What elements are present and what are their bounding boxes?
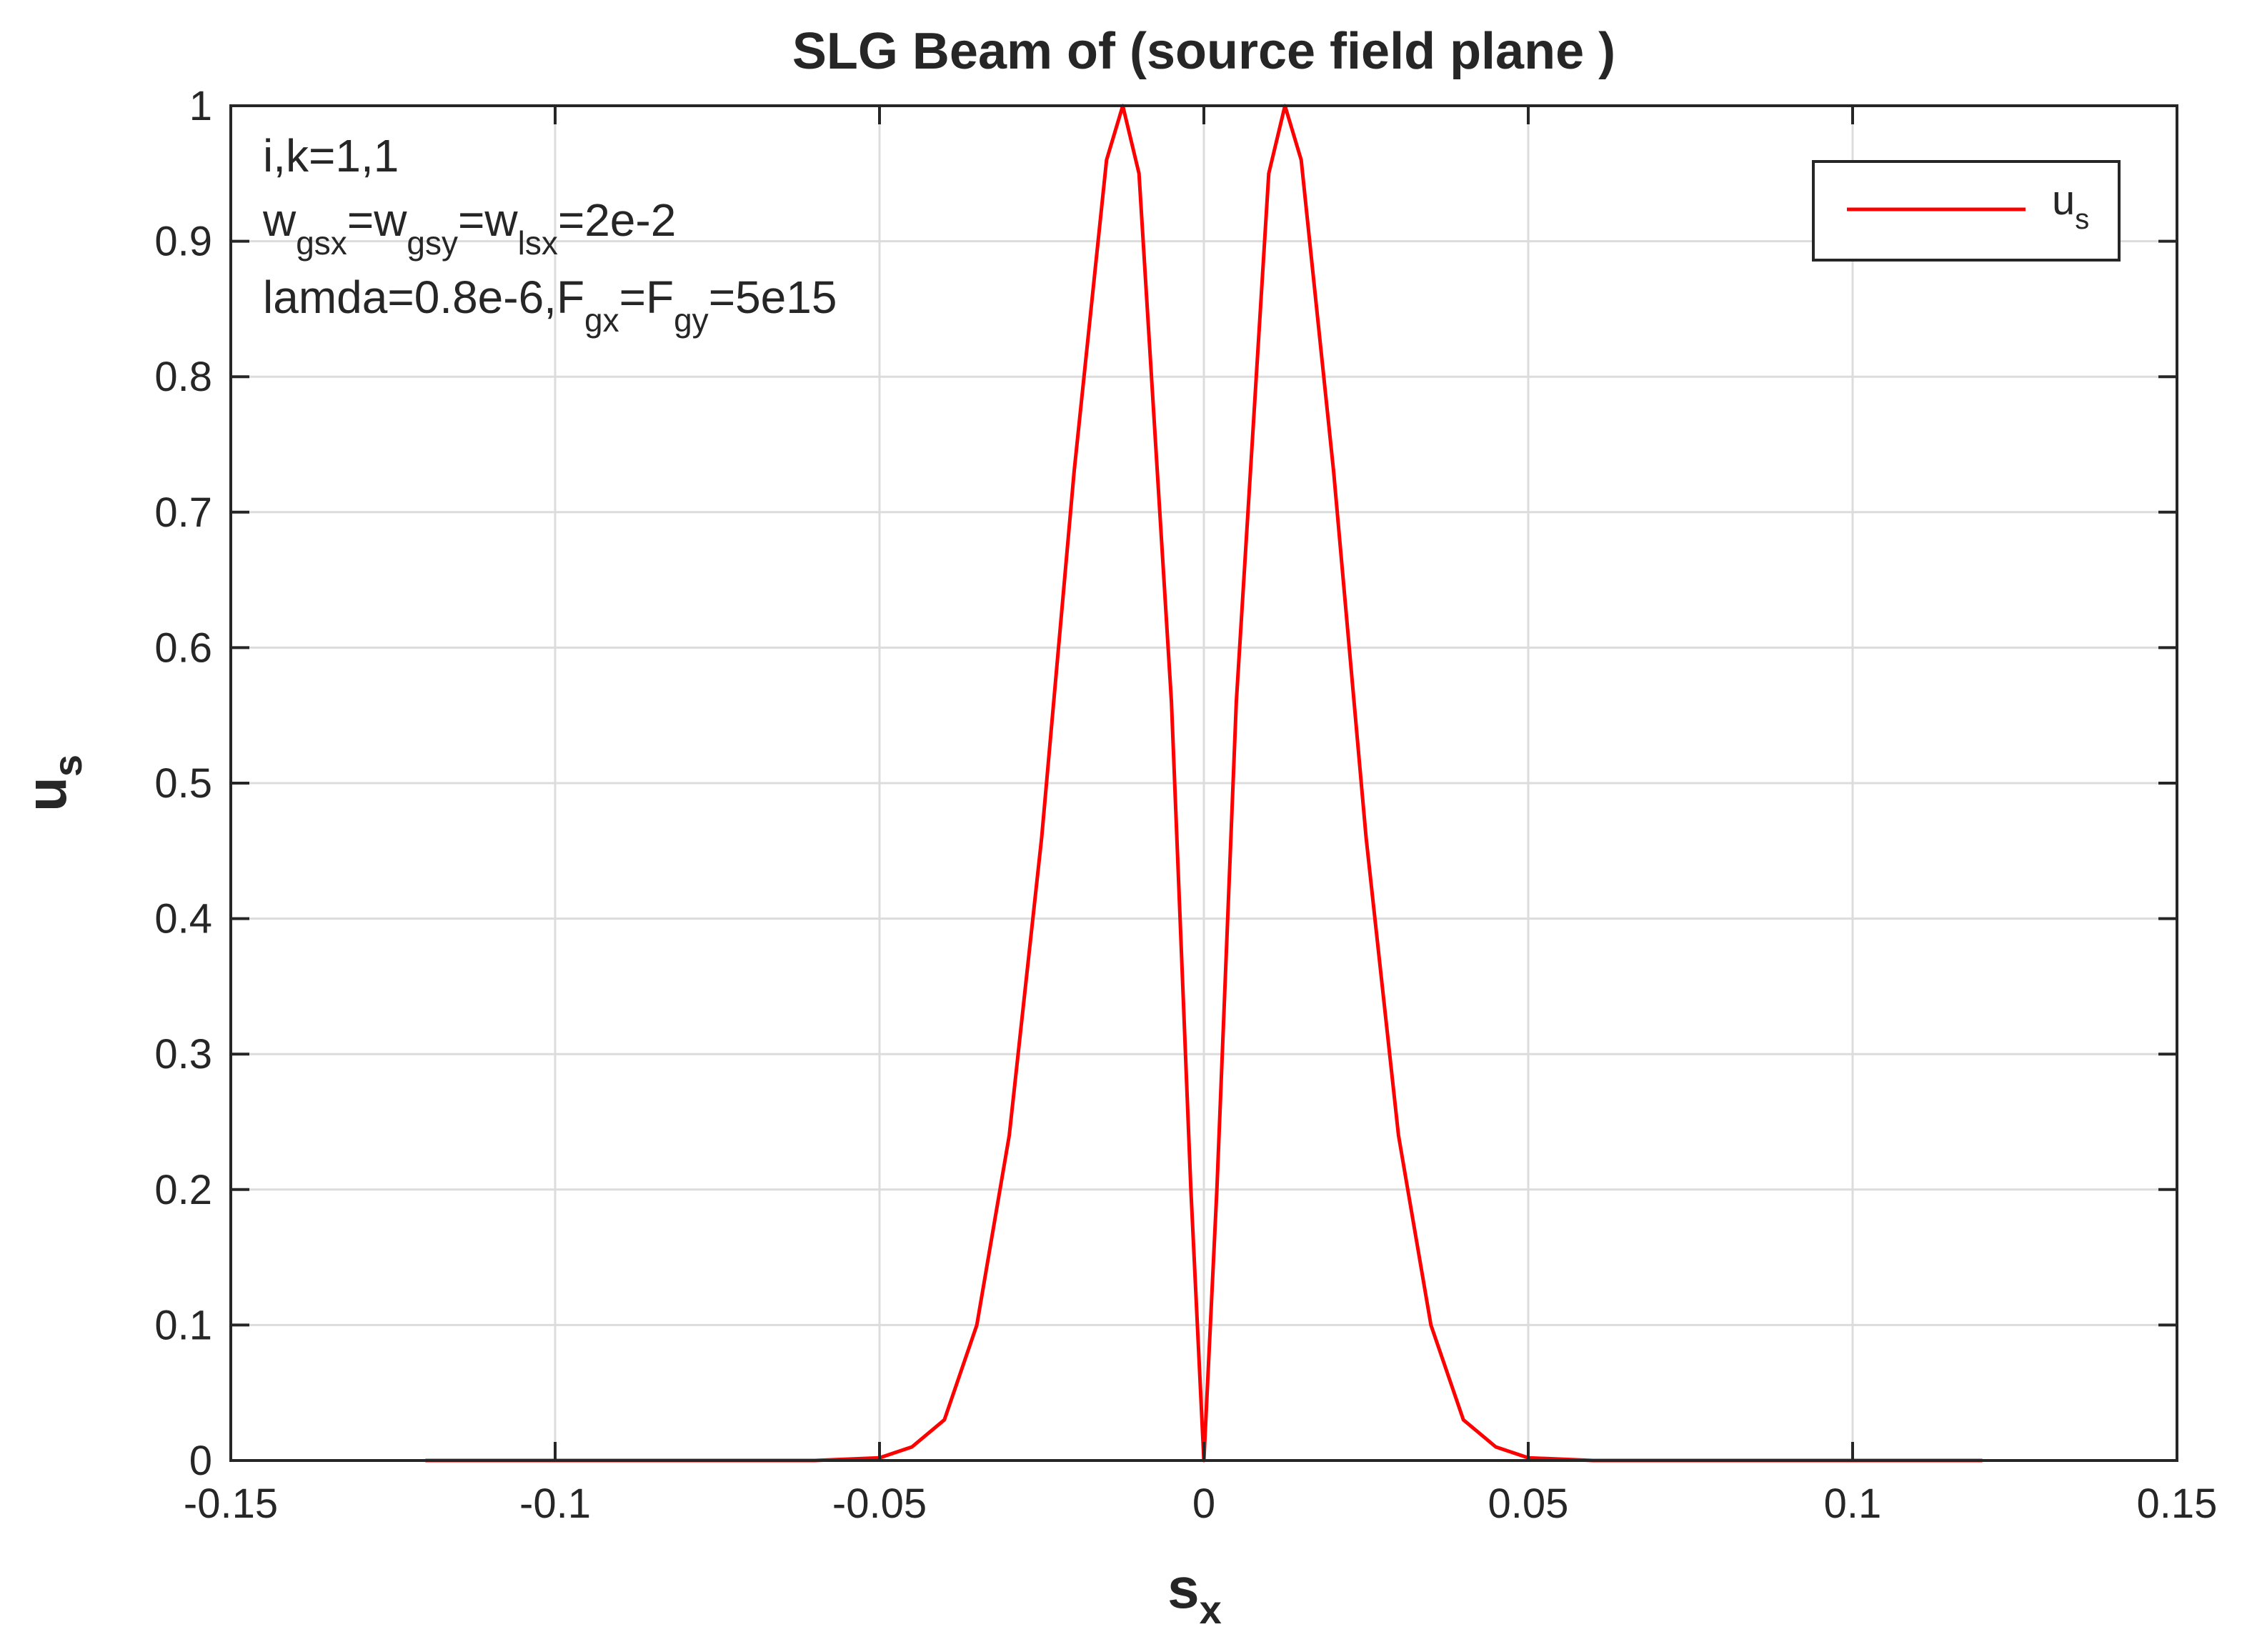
y-tick-label: 0.4 [154,896,212,942]
y-tick-label: 0.2 [154,1167,212,1213]
x-tick-label: 0.1 [1824,1481,1882,1527]
annotation-subscript: gsx [296,224,347,262]
x-axis-title-sub: x [1200,1587,1222,1632]
annotation-subscript: gx [584,302,619,339]
x-tick-label: -0.15 [184,1481,278,1527]
x-tick-label: 0.15 [2137,1481,2218,1527]
annotation-line: i,k=1,1 [263,130,399,181]
y-tick-label: 0.3 [154,1031,212,1078]
annotation-segment: =w [458,194,518,246]
legend-label-main: u [2052,177,2075,224]
annotation-subscript: gsy [407,224,458,262]
x-tick-label: 0.05 [1488,1481,1569,1527]
annotation-subscript: gy [674,302,709,339]
annotation-segment: lamda=0.8e-6,F [263,272,584,323]
y-axis-title-sub: s [45,755,90,777]
y-tick-label: 1 [189,83,212,129]
annotation-segment: =F [619,272,674,323]
y-tick-label: 0.7 [154,489,212,536]
annotation-segment: =2e-2 [558,194,676,246]
annotation-line: wgsx=wgsy=wlsx=2e-2 [262,194,676,262]
annotation-segment: i,k=1,1 [263,130,399,181]
x-tick-label: -0.1 [519,1481,591,1527]
annotation-segment: w [262,194,297,246]
x-axis-title: sx [1167,1556,1222,1632]
annotation-subscript: lsx [518,224,558,262]
y-tick-label: 0.6 [154,625,212,671]
annotation-line: lamda=0.8e-6,Fgx=Fgy=5e15 [263,272,837,339]
x-tick-label: -0.05 [832,1481,927,1527]
x-axis-title-main: s [1167,1556,1200,1620]
y-axis-title-main: u [14,777,78,812]
ticks: -0.15 -0.1 -0.05 0 0.05 0.1 0.15 0 0.1 0.2 0.3 0.4 0… [154,83,2217,1527]
legend: us [1812,160,2121,262]
chart-title: SLG Beam of (source field plane ) [792,23,1615,80]
annotation: i,k=1,1wgsx=wgsy=wlsx=2e-2lamda=0.8e-6,F… [262,130,837,339]
legend-label: us [2052,177,2089,235]
annotation-segment: =5e15 [709,272,837,323]
y-tick-label: 0.5 [154,760,212,807]
legend-label-sub: s [2075,204,2089,235]
x-tick-label: 0 [1192,1481,1215,1527]
annotation-segment: =w [347,194,407,246]
y-axis-title: us [14,755,90,812]
y-tick-label: 0.9 [154,219,212,265]
y-tick-label: 0.1 [154,1302,212,1348]
y-tick-label: 0 [189,1438,212,1484]
grid [231,106,2177,1461]
y-tick-label: 0.8 [154,354,212,400]
